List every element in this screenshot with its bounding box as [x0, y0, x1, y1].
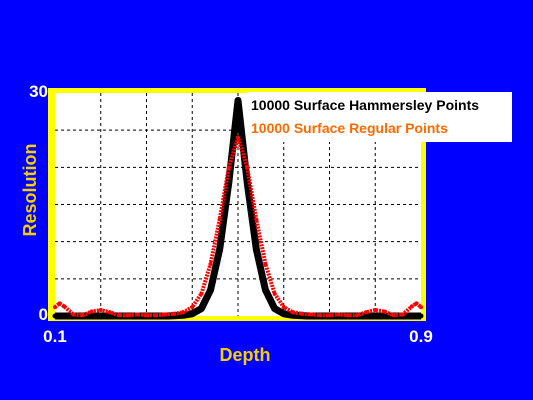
data-point	[336, 312, 341, 317]
legend-label-regular: 10000 Surface Regular Points	[251, 120, 448, 136]
data-point	[354, 313, 359, 318]
data-point	[364, 310, 369, 315]
data-point	[162, 312, 167, 317]
data-point	[217, 246, 223, 252]
data-point	[62, 304, 67, 309]
data-point	[71, 312, 76, 317]
data-point	[373, 308, 378, 313]
data-point	[281, 311, 287, 317]
data-point	[181, 310, 186, 315]
data-point	[153, 313, 158, 318]
data-point	[171, 311, 176, 316]
x-axis-label: Depth	[220, 345, 271, 365]
data-point	[309, 312, 314, 317]
data-point	[281, 305, 286, 310]
data-point	[226, 165, 231, 170]
data-point	[236, 135, 240, 140]
data-point	[198, 306, 204, 312]
data-point	[300, 311, 305, 316]
data-point	[263, 261, 268, 266]
data-point	[107, 310, 112, 315]
data-point	[400, 312, 405, 317]
data-point	[290, 310, 295, 315]
data-point	[189, 311, 195, 317]
legend-box	[247, 92, 512, 142]
data-point	[327, 313, 332, 318]
data-point	[345, 313, 350, 318]
x-tick-label-max: 0.9	[409, 327, 433, 346]
y-tick-label-min: 0	[39, 305, 48, 324]
x-tick-label-min: 0.1	[43, 327, 67, 346]
legend-label-hammersley: 10000 Surface Hammersley Points	[251, 97, 479, 113]
series-regular	[53, 135, 423, 318]
series-layer	[52, 96, 424, 320]
data-point	[80, 313, 85, 318]
data-point	[135, 312, 140, 317]
y-tick-label-max: 30	[29, 82, 48, 101]
data-point	[409, 304, 414, 309]
data-point	[117, 313, 122, 318]
y-axis-label: Resolution	[20, 144, 40, 237]
data-point	[217, 217, 222, 222]
data-point	[253, 246, 259, 252]
data-point	[52, 313, 58, 319]
data-point	[272, 306, 278, 312]
data-point	[199, 291, 204, 296]
data-point	[126, 313, 131, 318]
data-point	[262, 287, 268, 293]
data-point	[419, 305, 423, 310]
legend: 10000 Surface Hammersley Points 10000 Su…	[247, 92, 512, 142]
data-point	[144, 313, 149, 318]
data-point	[245, 165, 250, 170]
data-point	[98, 313, 104, 319]
data-point	[318, 313, 323, 318]
data-point	[272, 291, 277, 296]
data-point	[414, 301, 419, 306]
data-point	[98, 308, 103, 313]
data-point	[53, 305, 57, 310]
data-point	[254, 217, 259, 222]
data-point	[235, 97, 241, 103]
data-point	[372, 313, 378, 319]
data-point	[208, 261, 213, 266]
data-point	[418, 313, 424, 319]
data-point	[57, 301, 62, 306]
data-point	[208, 287, 214, 293]
data-point	[382, 309, 387, 314]
data-point	[190, 305, 195, 310]
data-point	[89, 309, 94, 314]
data-point	[391, 313, 396, 318]
